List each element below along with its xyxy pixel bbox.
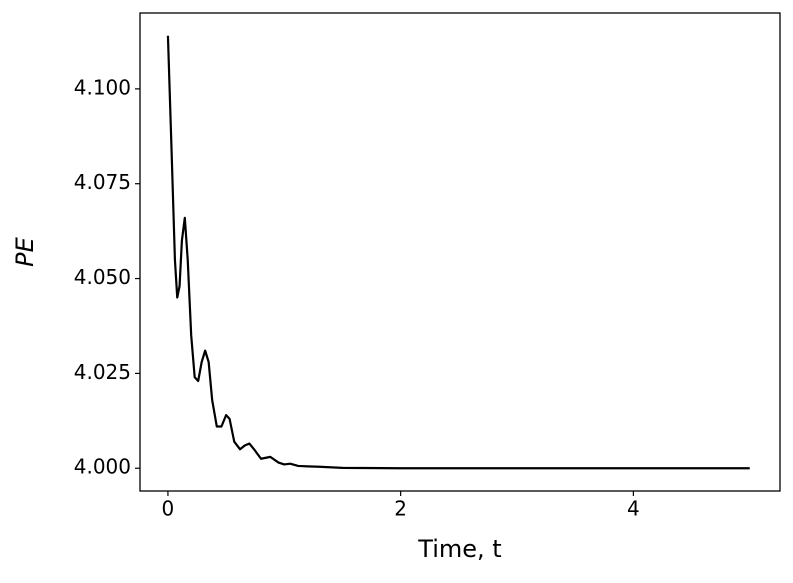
x-tick-label: 4: [627, 497, 640, 521]
y-tick-label: 4.050: [74, 265, 131, 289]
y-tick-label: 4.025: [74, 360, 131, 384]
data-line: [166, 35, 750, 470]
y-axis-label: PE: [11, 236, 39, 266]
x-axis-label: Time, t: [417, 535, 501, 563]
plot-frame: [139, 12, 781, 492]
y-tick-label: 4.075: [74, 170, 131, 194]
x-tick-label: 0: [162, 497, 175, 521]
y-tick-label: 4.100: [74, 75, 131, 99]
x-tick-label: 2: [394, 497, 407, 521]
y-tick-label: 4.000: [74, 455, 131, 479]
